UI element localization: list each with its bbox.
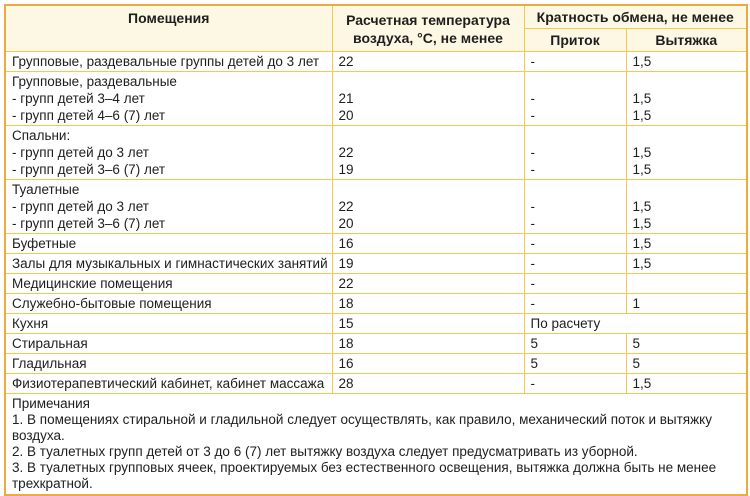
table-row: Физиотерапевтический кабинет, кабинет ма…	[4, 373, 748, 394]
room-cell: Стиральная	[4, 333, 333, 354]
table-row: Служебно-бытовые помещения 18-1	[4, 293, 748, 314]
header-row-1: Помещения Расчетная температура воздуха,…	[4, 4, 748, 52]
exhaust-cell: 5	[625, 333, 748, 354]
table-row: Туалетные - групп детей до 3 лет - групп д…	[4, 179, 748, 234]
room-cell: Кухня	[4, 313, 333, 334]
notes: Примечания 1. В помещениях стиральной и г…	[4, 393, 748, 496]
exhaust-cell: 1,5	[625, 233, 748, 254]
header-exchange: Кратность обмена, не менее	[523, 4, 748, 29]
room-cell: Групповые, раздевальные - групп детей 3–4…	[4, 71, 333, 126]
ventilation-table: Помещения Расчетная температура воздуха,…	[4, 4, 748, 496]
exhaust-cell: 1,5 1,5	[625, 125, 748, 180]
inflow-cell: -	[523, 233, 627, 254]
temperature-cell: 16	[331, 233, 525, 254]
table-row: Буфетные 16-1,5	[4, 233, 748, 254]
page: Помещения Расчетная температура воздуха,…	[4, 4, 748, 496]
room-cell: Буфетные	[4, 233, 333, 254]
header-rooms: Помещения	[4, 4, 333, 52]
inflow-cell: 5	[523, 333, 627, 354]
inflow-cell: --	[523, 71, 627, 126]
room-cell: Спальни: - групп детей до 3 лет - групп де…	[4, 125, 333, 180]
table-row: Залы для музыкальных и гимнастических за…	[4, 253, 748, 274]
inflow-cell: --	[523, 179, 627, 234]
exhaust-cell: 1,5	[625, 253, 748, 274]
temperature-cell: 18	[331, 293, 525, 314]
temperature-cell: 22 20	[331, 179, 525, 234]
temperature-cell: 28	[331, 373, 525, 394]
note-item: 2. В туалетных групп детей от 3 до 6 (7)…	[12, 444, 638, 459]
exhaust-cell: 1,5	[625, 51, 748, 72]
room-cell: Гладильная	[4, 353, 333, 374]
table-row: Групповые, раздевальные - групп детей 3–4…	[4, 71, 748, 126]
temperature-cell: 18	[331, 333, 525, 354]
temperature-cell: 21 20	[331, 71, 525, 126]
temperature-cell: 15	[331, 313, 525, 334]
exhaust-cell: 1,5 1,5	[625, 71, 748, 126]
inflow-cell: -	[523, 293, 627, 314]
inflow-cell: 5	[523, 353, 627, 374]
header-temperature: Расчетная температура воздуха, °С, не ме…	[331, 4, 525, 52]
note-item: 1. В помещениях стиральной и гладильной …	[12, 412, 712, 443]
exhaust-cell	[625, 273, 748, 294]
temperature-cell: 16	[331, 353, 525, 374]
room-cell: Групповые, раздевальные группы детей до …	[4, 51, 333, 72]
table-body: Групповые, раздевальные группы детей до …	[4, 51, 748, 394]
notes-title: Примечания	[12, 396, 90, 411]
room-cell: Туалетные - групп детей до 3 лет - групп д…	[4, 179, 333, 234]
inflow-cell: -	[523, 373, 627, 394]
inflow-cell: -	[523, 51, 627, 72]
exhaust-cell: 5	[625, 353, 748, 374]
table-row: Гладильная 16 5 5	[4, 353, 748, 374]
temperature-cell: 22	[331, 51, 525, 72]
room-cell: Служебно-бытовые помещения	[4, 293, 333, 314]
note-item: 3. В туалетных групповых ячеек, проектир…	[12, 460, 717, 491]
exhaust-cell: 1,5	[625, 373, 748, 394]
header-exhaust: Вытяжка	[625, 28, 748, 52]
table-row: Групповые, раздевальные группы детей до …	[4, 51, 748, 72]
temperature-cell: 22	[331, 273, 525, 294]
inflow-cell: -	[523, 273, 627, 294]
table-row: Кухня 15 По расчету	[4, 313, 748, 334]
temperature-cell: 19	[331, 253, 525, 274]
table-header: Помещения Расчетная температура воздуха,…	[4, 4, 748, 52]
room-cell: Залы для музыкальных и гимнастических за…	[4, 253, 333, 274]
exhaust-cell: 1,5 1,5	[625, 179, 748, 234]
table-row: Спальни: - групп детей до 3 лет - групп де…	[4, 125, 748, 180]
header-inflow: Приток	[523, 28, 627, 52]
exchange-merged-cell: По расчету	[523, 313, 748, 334]
room-cell: Медицинские помещения	[4, 273, 333, 294]
table-row: Стиральная 18 5 5	[4, 333, 748, 354]
temperature-cell: 22 19	[331, 125, 525, 180]
exhaust-cell: 1	[625, 293, 748, 314]
table-row: Медицинские помещения 22-	[4, 273, 748, 294]
inflow-cell: --	[523, 125, 627, 180]
inflow-cell: -	[523, 253, 627, 274]
notes-row: Примечания 1. В помещениях стиральной и г…	[4, 393, 748, 496]
room-cell: Физиотерапевтический кабинет, кабинет ма…	[4, 373, 333, 394]
notes-section: Примечания 1. В помещениях стиральной и г…	[4, 393, 748, 496]
